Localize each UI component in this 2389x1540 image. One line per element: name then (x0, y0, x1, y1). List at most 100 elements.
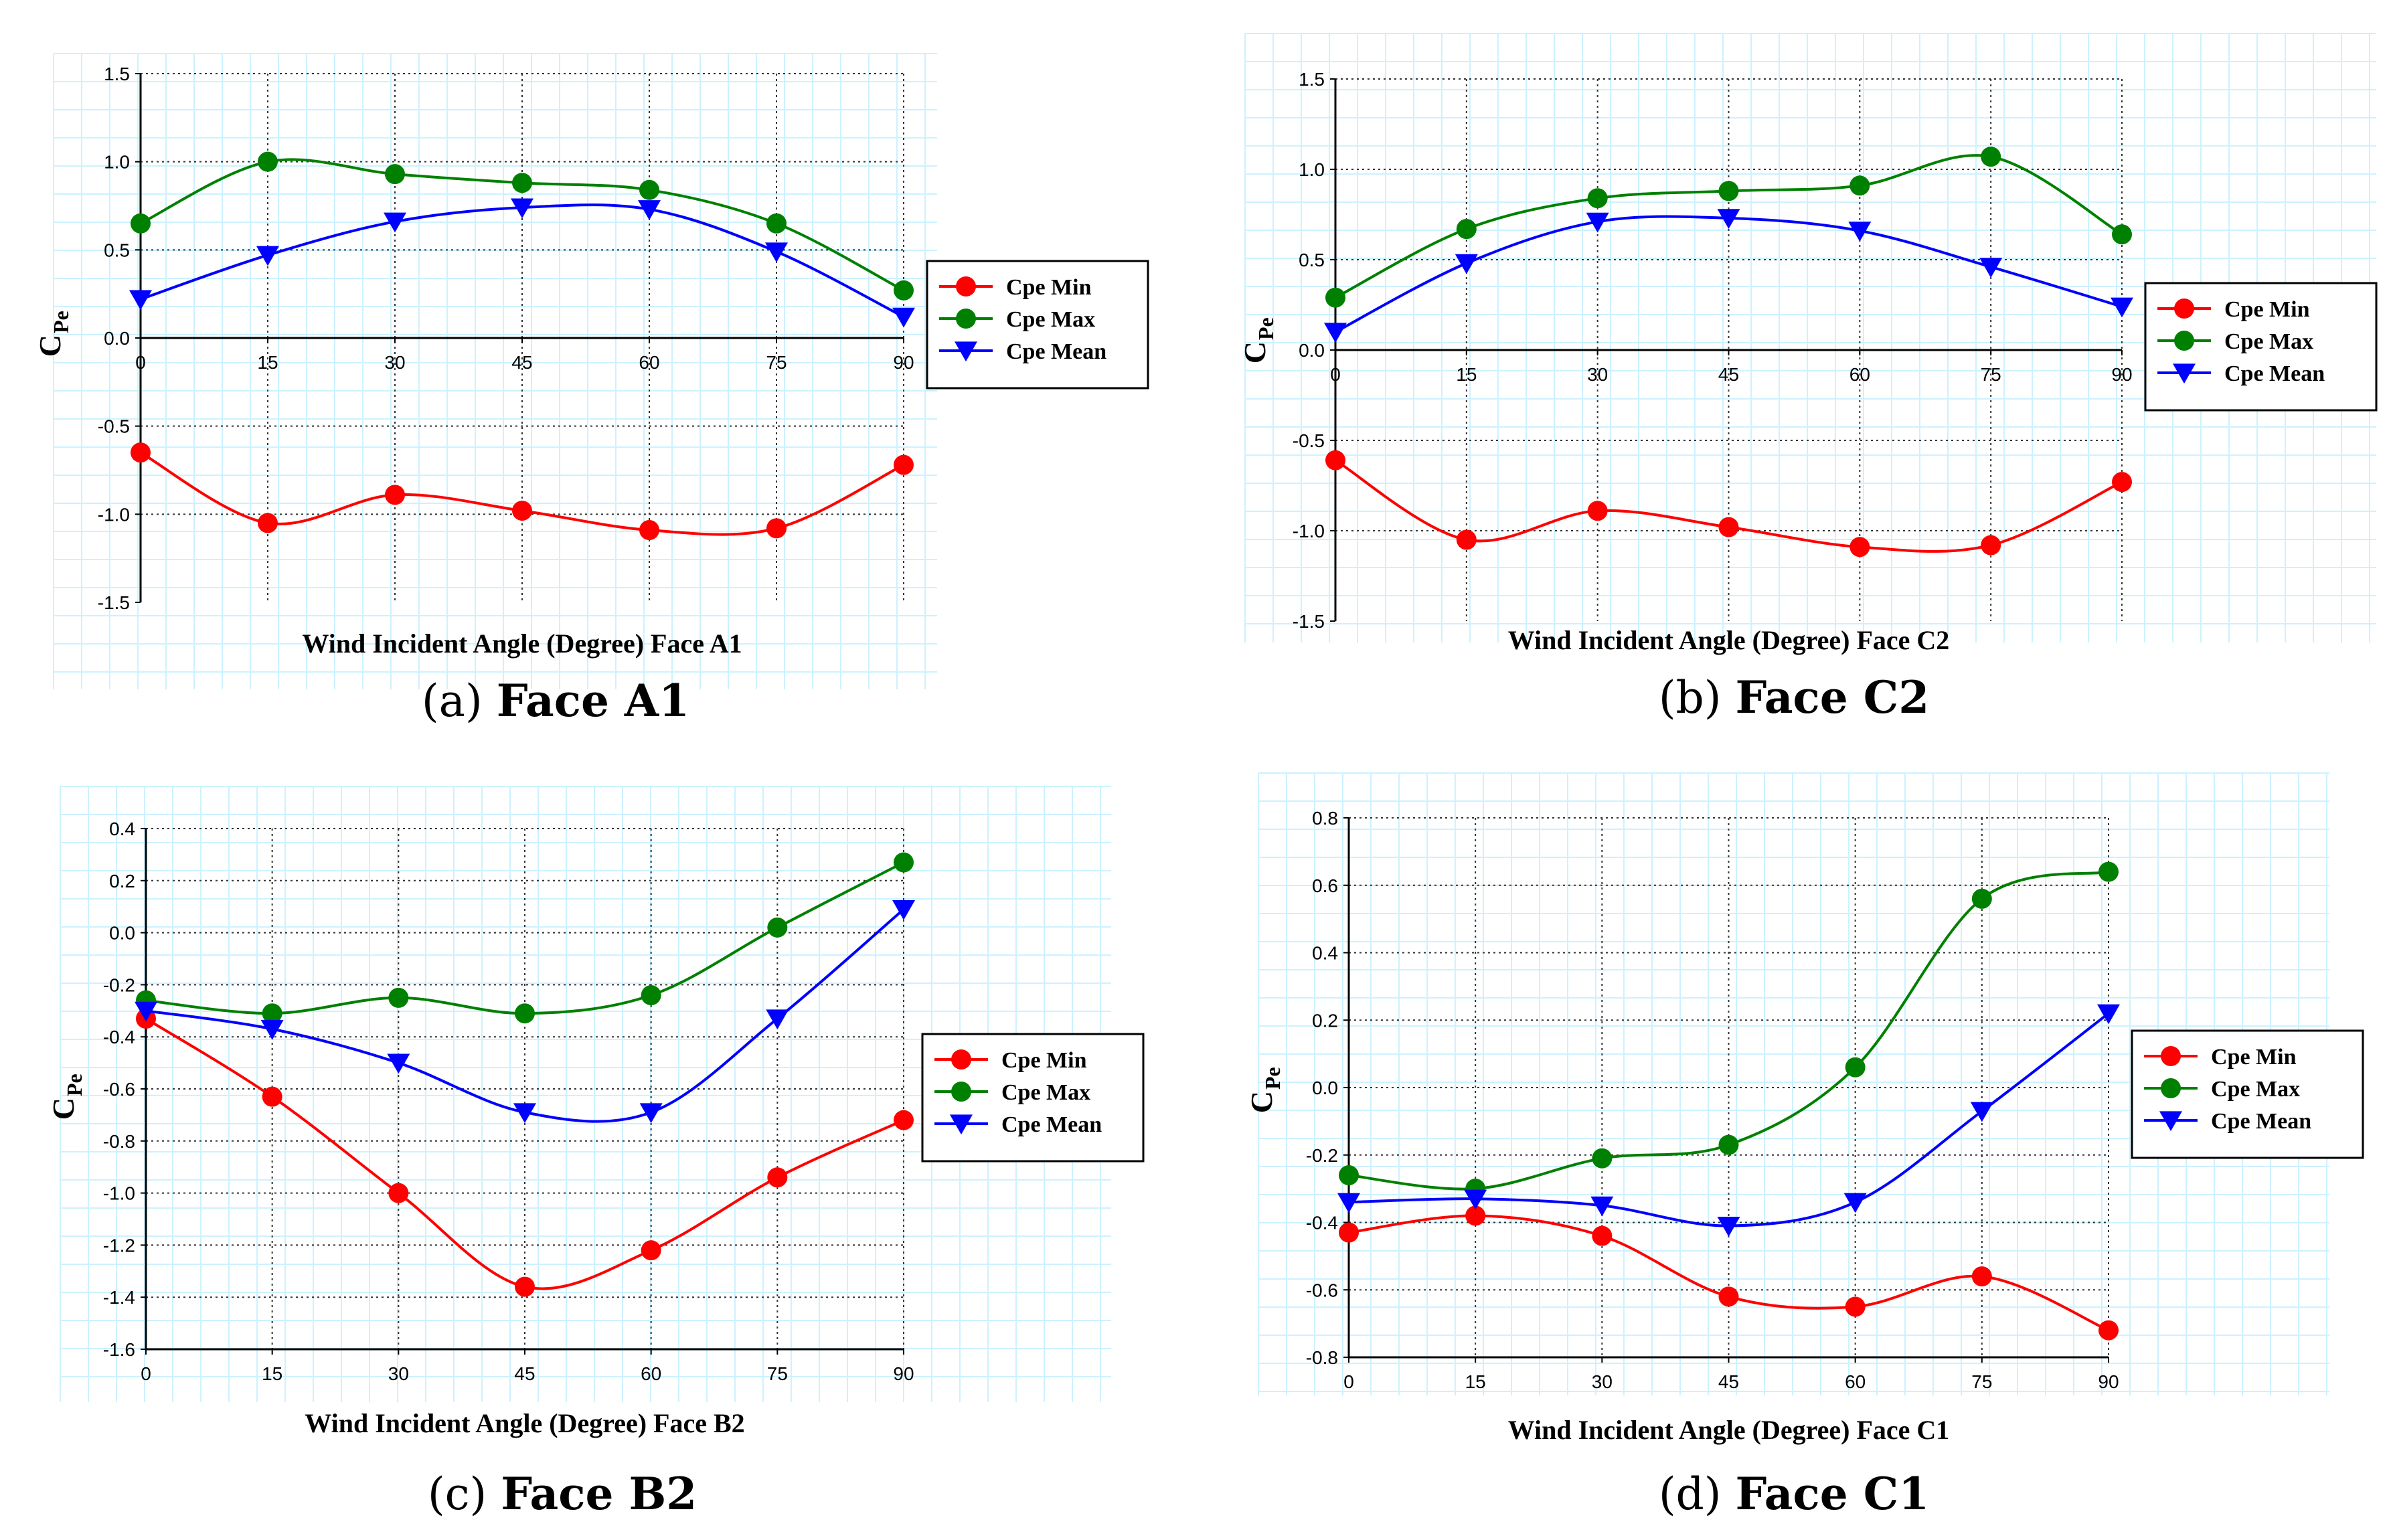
x-tick-label: 0 (1330, 364, 1341, 385)
cpe-min-point (1845, 1296, 1866, 1317)
cpe-min-point (1849, 537, 1870, 558)
legend-marker-cpe-mean (955, 341, 977, 362)
x-tick-label: 15 (1465, 1371, 1486, 1392)
cpe-min-point (258, 513, 278, 533)
cpe-mean-point (1337, 1193, 1360, 1213)
legend-marker-cpe-max (951, 1082, 971, 1102)
cpe-mean-point (2111, 297, 2133, 318)
cpe-min-point (2112, 472, 2132, 493)
x-tick-label: 60 (1849, 364, 1870, 385)
panel-caption: (a) Face A1 (422, 675, 689, 727)
cpe-min-point (1971, 1266, 1992, 1287)
legend-label-cpe-min: Cpe Min (2224, 297, 2310, 322)
cpe-mean-point (260, 1019, 284, 1040)
cpe-max-point (639, 179, 659, 200)
x-tick-label: 0 (135, 352, 146, 373)
x-tick-label: 15 (257, 352, 278, 373)
y-tick-label: 0.0 (1299, 340, 1325, 361)
y-tick-label: -1.0 (1293, 521, 1325, 541)
y-tick-label: 1.0 (1299, 159, 1325, 180)
legend-marker-cpe-min (2174, 298, 2194, 319)
cpe-mean-point (1590, 1196, 1614, 1217)
legend-marker-cpe-mean (2159, 1111, 2182, 1132)
caption-title: Face B2 (501, 1468, 697, 1520)
cpe-mean-point (1324, 323, 1347, 343)
cpe-mean-point (1848, 222, 1872, 242)
y-tick-label: 1.5 (1299, 69, 1325, 90)
y-axis-label: CPe (1244, 1067, 1285, 1113)
y-tick-label: 1.5 (104, 64, 130, 84)
legend-marker-cpe-min (951, 1049, 971, 1070)
legend-marker-cpe-min (956, 276, 976, 296)
caption-label: (a) (422, 675, 497, 727)
cpe-max-point (515, 1003, 535, 1024)
x-tick-label: 75 (766, 352, 787, 373)
cpe-mean-point (387, 1053, 410, 1074)
legend: Cpe Min Cpe Max Cpe Mean (926, 260, 1149, 390)
legend-marker-cpe-min (2161, 1046, 2181, 1066)
cpe-max-point (1587, 188, 1608, 209)
x-tick-label: 45 (1718, 364, 1739, 385)
series-cpe-mean (129, 198, 915, 328)
cpe-max-point (1845, 1057, 1866, 1078)
y-tick-label: -0.6 (103, 1079, 135, 1100)
legend-label-cpe-min: Cpe Min (1006, 275, 1092, 300)
panel-caption: (c) Face B2 (428, 1468, 697, 1520)
panel-c: -1.6 -1.4 -1.2 -1.0 -0.8 -0.6 -0.4 -0.2 0.0 0.2 0.… (46, 786, 1145, 1520)
cpe-max-point (1849, 175, 1870, 196)
panel-d: -0.8 -0.6 -0.4 -0.2 0.0 0.2 0.4 0.6 0.8 0 15 30 45 60… (1244, 772, 2364, 1520)
y-tick-label: -1.6 (103, 1339, 135, 1360)
cpe-mean-point (892, 900, 915, 920)
panel-caption: (d) Face C1 (1659, 1468, 1929, 1520)
cpe-mean-point (639, 1103, 663, 1124)
series-cpe-mean (135, 900, 915, 1124)
y-tick-label: 0.8 (1312, 808, 1338, 829)
cpe-max-point (1325, 287, 1345, 308)
y-tick-label: 0.4 (109, 819, 135, 839)
caption-label: (b) (1659, 672, 1736, 723)
cpe-min-point (385, 485, 405, 505)
legend-label-cpe-mean: Cpe Mean (1001, 1112, 1102, 1137)
cpe-max-point (641, 985, 661, 1005)
cpe-max-point (1718, 1134, 1739, 1155)
cpe-max-point (1339, 1165, 1359, 1185)
cpe-max-point (894, 280, 914, 301)
panel-a: -1.5 -1.0 -0.5 0.0 0.5 1.0 1.5 0 15 30 45 60 75 90 Win… (33, 53, 1149, 727)
cpe-mean-point (1979, 258, 2003, 278)
cpe-max-point (2098, 861, 2119, 882)
caption-title: Face C1 (1736, 1468, 1930, 1520)
y-axis-label: CPe (46, 1074, 86, 1120)
x-tick-label: 30 (1587, 364, 1608, 385)
y-tick-label: -0.8 (1306, 1347, 1338, 1368)
legend-label-cpe-max: Cpe Max (2224, 329, 2313, 354)
legend-label-cpe-mean: Cpe Mean (1006, 339, 1106, 364)
cpe-max-point (388, 987, 409, 1008)
x-tick-label: 75 (1981, 364, 2001, 385)
cpe-mean-point (129, 290, 152, 311)
cpe-mean-point (766, 1009, 789, 1030)
panel-caption: (b) Face C2 (1659, 671, 1929, 723)
cpe-mean-point (1455, 254, 1478, 274)
cpe-min-point (512, 501, 532, 521)
y-tick-label: -0.4 (1306, 1213, 1338, 1233)
series-cpe-min (1339, 1205, 2119, 1341)
series-cpe-min (131, 442, 914, 541)
legend-marker-cpe-max (956, 309, 976, 329)
cpe-max-point (512, 173, 532, 193)
cpe-min-point (388, 1183, 409, 1203)
x-tick-label: 60 (641, 1363, 661, 1384)
x-tick-label: 90 (893, 1363, 914, 1384)
legend: Cpe Min Cpe Max Cpe Mean (921, 1033, 1145, 1163)
y-tick-label: -0.6 (1306, 1280, 1338, 1300)
legend-marker-cpe-mean (950, 1114, 973, 1135)
cpe-min-point (1587, 501, 1608, 521)
legend-label-cpe-max: Cpe Max (1006, 307, 1095, 332)
cpe-max-point (1718, 181, 1739, 201)
cpe-mean-point (511, 198, 533, 219)
legend-label-cpe-max: Cpe Max (2211, 1077, 2300, 1102)
cpe-max-point (258, 151, 278, 172)
series-cpe-max (1325, 147, 2132, 308)
cpe-max-point (767, 917, 788, 938)
cpe-mean-point (135, 1001, 157, 1022)
